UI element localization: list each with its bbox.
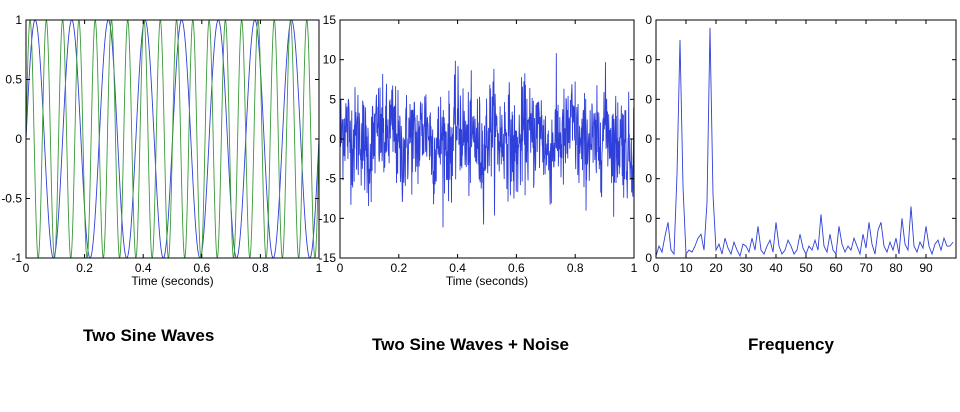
x-tick-label: 0.8 xyxy=(252,261,269,275)
y-tick-label: 1 xyxy=(15,13,22,27)
x-tick-label: 0.2 xyxy=(390,261,407,275)
series-line-2 xyxy=(26,20,319,258)
y-tick-label: 5 xyxy=(329,92,336,106)
y-tick-label: 0.5 xyxy=(5,73,22,87)
caption-noisy-signal: Two Sine Waves + Noise xyxy=(372,335,569,354)
x-tick-label: 80 xyxy=(889,261,903,275)
caption-frequency: Frequency xyxy=(748,335,834,354)
x-tick-label: 0.2 xyxy=(76,261,93,275)
y-tick-label: 0 xyxy=(645,172,652,186)
x-tick-label: 0 xyxy=(23,261,30,275)
x-tick-label: 30 xyxy=(739,261,753,275)
x-tick-label: 0 xyxy=(653,261,660,275)
x-tick-label: 1 xyxy=(631,261,638,275)
y-tick-label: 0 xyxy=(645,13,652,27)
y-tick-label: -1 xyxy=(11,251,22,265)
y-tick-label: -0.5 xyxy=(1,192,22,206)
caption-two-sine-waves: Two Sine Waves xyxy=(83,326,215,345)
x-tick-label: 50 xyxy=(799,261,813,275)
x-axis-label: Time (seconds) xyxy=(131,274,213,288)
axes-box xyxy=(655,19,957,259)
x-tick-label: 70 xyxy=(859,261,873,275)
x-tick-label: 1 xyxy=(316,261,323,275)
y-tick-label: -15 xyxy=(319,251,337,265)
x-tick-label: 0.8 xyxy=(567,261,584,275)
x-tick-label: 40 xyxy=(769,261,783,275)
x-tick-label: 20 xyxy=(709,261,723,275)
y-tick-label: 15 xyxy=(323,13,337,27)
y-tick-label: 0 xyxy=(645,132,652,146)
y-tick-label: 0 xyxy=(645,211,652,225)
y-tick-label: 10 xyxy=(323,53,337,67)
y-tick-label: -10 xyxy=(319,211,337,225)
y-tick-label: 0 xyxy=(645,92,652,106)
y-tick-label: 0 xyxy=(645,53,652,67)
series-line-1 xyxy=(340,53,634,228)
y-tick-label: 0 xyxy=(329,132,336,146)
x-tick-label: 0.6 xyxy=(508,261,525,275)
x-tick-label: 60 xyxy=(829,261,843,275)
two-sine-waves-plot: 0 0.2 0.4 0.6 0.8 1 -1 -0.5 0 0.5 1 Time (seconds) xyxy=(1,13,323,288)
x-tick-label: 0.4 xyxy=(135,261,152,275)
x-tick-label: 10 xyxy=(679,261,693,275)
y-tick-label: 0 xyxy=(15,132,22,146)
y-tick-label: 0 xyxy=(645,251,652,265)
y-tick-label: -5 xyxy=(325,172,336,186)
x-axis-label: Time (seconds) xyxy=(446,274,528,288)
x-tick-label: 0.4 xyxy=(449,261,466,275)
series-line-1 xyxy=(656,27,954,258)
x-tick-label: 0.6 xyxy=(193,261,210,275)
x-tick-label: 90 xyxy=(919,261,933,275)
x-tick-label: 0 xyxy=(337,261,344,275)
